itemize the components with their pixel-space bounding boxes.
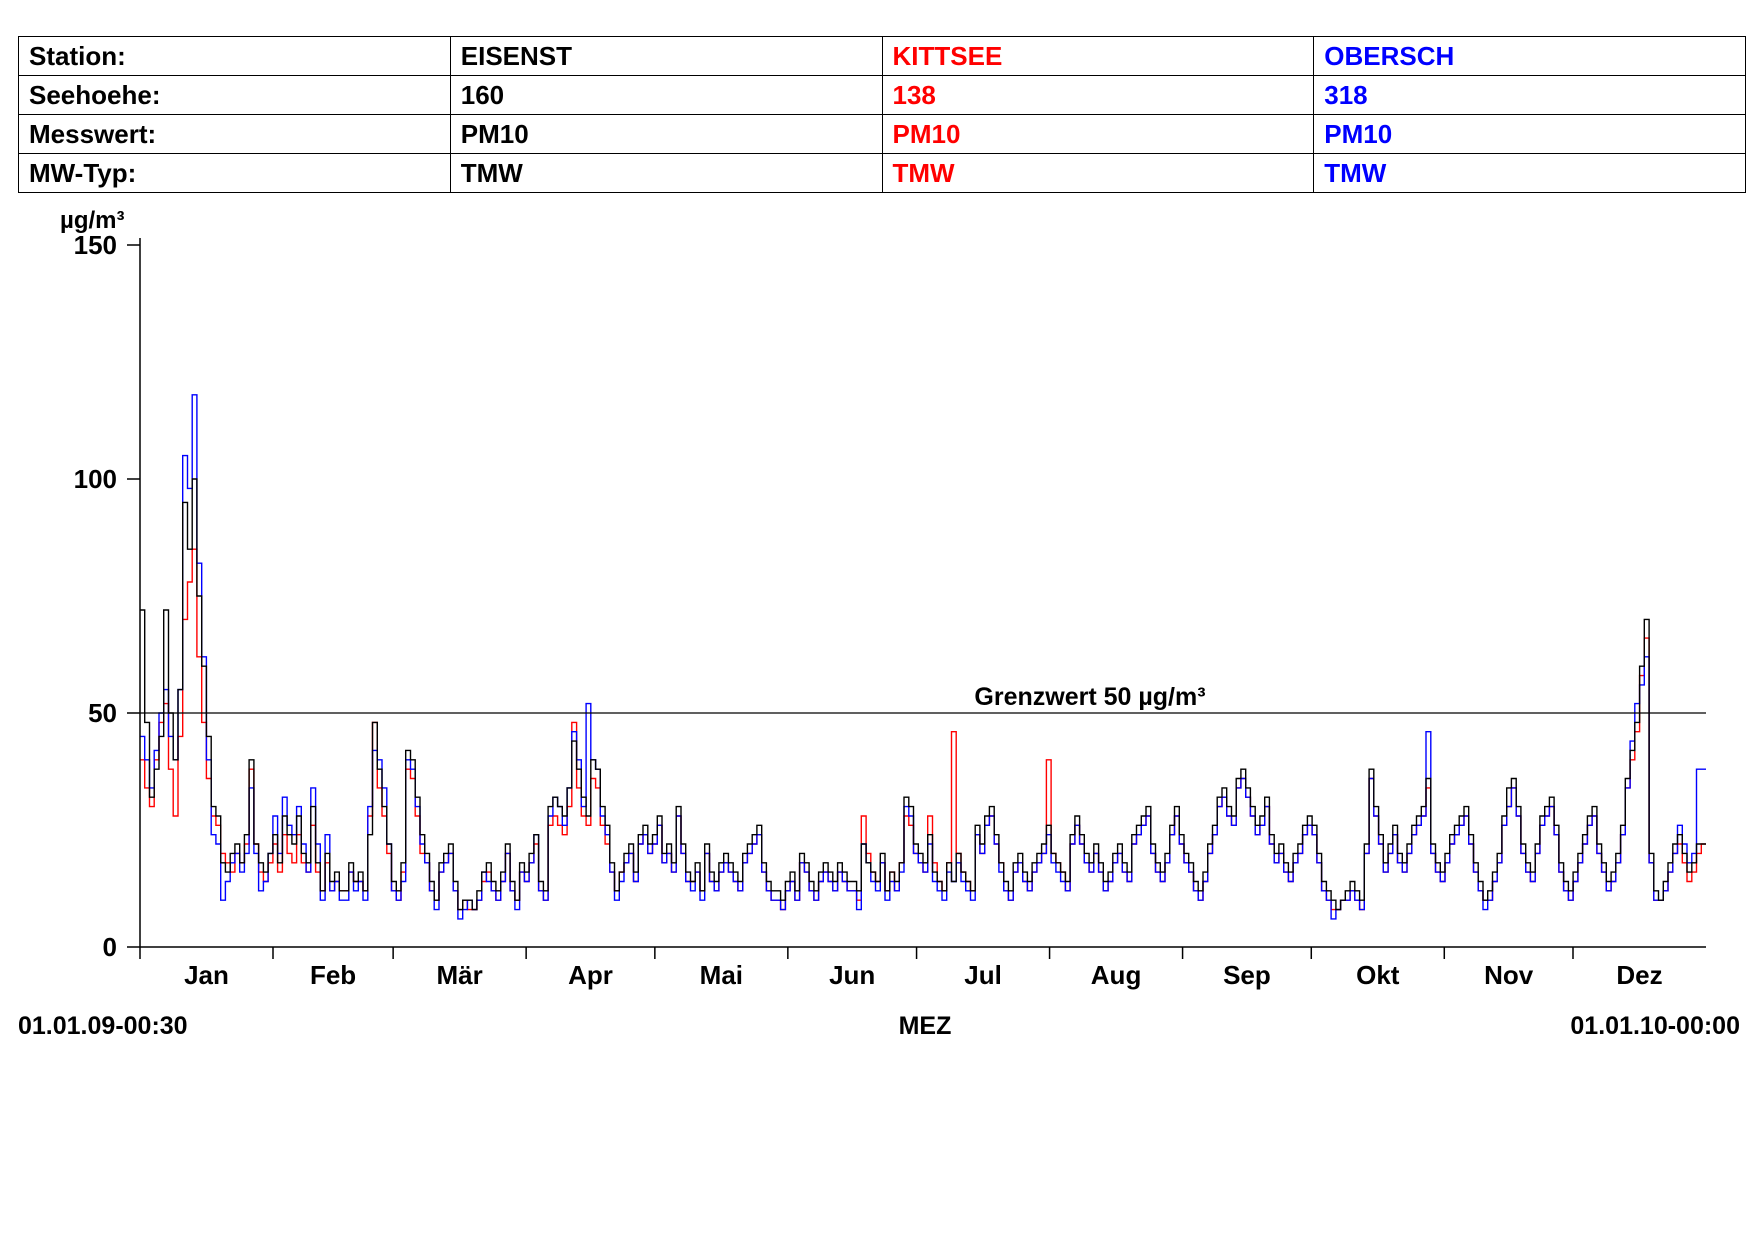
y-tick-label: 100	[74, 464, 117, 494]
x-month-label: Mai	[700, 960, 743, 990]
series-line-eisenst	[140, 478, 1706, 911]
info-cell: EISENST	[449, 36, 883, 76]
y-ticks: 0 50 100 150	[74, 230, 140, 962]
x-month-label: Nov	[1484, 960, 1534, 990]
y-tick-label: 50	[88, 698, 117, 728]
x-month-label: Sep	[1223, 960, 1271, 990]
x-month-label: Feb	[310, 960, 356, 990]
x-ticks: Jan Feb Mär Apr Mai Jun Jul Aug Sep Okt Nov Dez	[139, 947, 1663, 990]
threshold-label: Grenzwert 50 µg/m³	[974, 683, 1205, 711]
x-start-label: 01.01.09-00:30	[18, 1012, 188, 1040]
x-month-label: Jul	[964, 960, 1002, 990]
x-month-label: Dez	[1616, 960, 1662, 990]
info-cell: 160	[449, 75, 883, 115]
info-cell: PM10	[881, 114, 1315, 154]
y-tick-label: 150	[74, 230, 117, 260]
x-month-label: Apr	[568, 960, 613, 990]
x-month-label: Okt	[1356, 960, 1400, 990]
x-month-label: Aug	[1091, 960, 1142, 990]
info-row-label: MW-Typ:	[18, 153, 451, 193]
x-month-label: Jan	[184, 960, 229, 990]
x-month-label: Jun	[829, 960, 875, 990]
info-cell: TMW	[881, 153, 1315, 193]
y-unit-label: µg/m³	[60, 207, 125, 234]
x-center-label: MEZ	[899, 1012, 952, 1040]
info-row: MW-Typ: TMW TMW TMW	[18, 153, 1746, 193]
station-info-body: Station: EISENST KITTSEE OBERSCH Seehoehe: 16…	[18, 36, 1746, 193]
x-end-label: 01.01.10-00:00	[1570, 1012, 1740, 1040]
y-tick-label: 0	[103, 932, 117, 962]
info-cell: TMW	[449, 153, 883, 193]
info-cell: KITTSEE	[881, 36, 1315, 76]
info-cell: PM10	[449, 114, 883, 154]
info-cell: TMW	[1313, 153, 1746, 193]
x-month-label: Mär	[437, 960, 483, 990]
info-row-label: Station:	[18, 36, 451, 76]
info-row: Messwert: PM10 PM10 PM10	[18, 114, 1746, 154]
series-layer	[140, 394, 1706, 920]
series-line-obersch	[140, 394, 1706, 920]
info-cell: PM10	[1313, 114, 1746, 154]
station-info-table: Station: EISENST KITTSEE OBERSCH Seehoehe: 16…	[18, 36, 1746, 193]
